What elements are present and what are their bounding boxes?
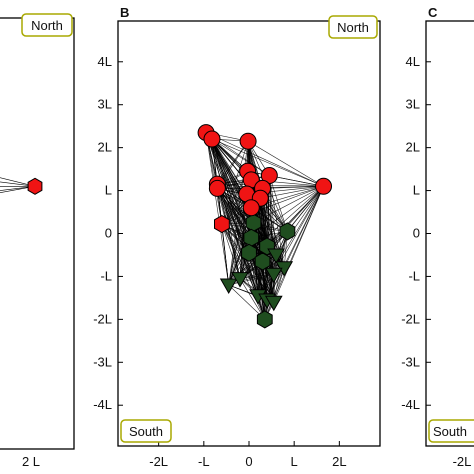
panel-b-edge [239,273,274,279]
panel-b-edge [257,186,324,296]
north-circle-point [208,179,226,197]
panel-c-south-label-box [428,419,474,443]
north-circle-point [315,177,333,195]
panel-b-y-tick-label: 0 [105,226,112,241]
panel-c-y-tick-label: 3L [406,97,420,112]
panel-c-y-tick-label: -2L [401,311,420,326]
panel-b-y-tick-label: -3L [93,354,112,369]
panel-c-y-ticks: 4L 3L 2L L 0 -L -2L -3L -4L [401,54,431,412]
panel-b-edge [228,273,274,286]
south-hexagon-point [256,310,273,329]
panel-b-y-tick-label: L [105,183,112,198]
panel-b-edge [247,140,324,187]
north-circle-point [242,199,260,217]
panel-b-edge [217,141,249,185]
panel-b-edge [211,138,324,187]
panel-b-y-tick-label: -4L [93,397,112,412]
panel-b-edge [211,138,270,176]
north-circle-point [203,130,221,148]
south-hexagon-point [245,213,262,232]
panel-a-north-label-box [21,13,73,37]
panel-b-edge [269,175,288,232]
panel-b-edge [239,278,266,320]
south-hexagon-point [241,243,257,262]
panel-b-edge [221,185,324,225]
panel-b-edge [217,183,324,187]
panel-c-y-tick-label: 4L [406,54,420,69]
panel-a-north-label: North [31,18,63,33]
panel-c-south-label: South [433,424,467,439]
panel-c-y-tick-label: 0 [413,226,420,241]
south-hexagon-point [279,222,296,241]
panel-b-edge [269,175,324,187]
panel-b-edge [221,223,259,296]
panel-b-north-label-box [328,15,378,39]
panel-b-points [197,124,333,329]
panel-c-y-tick-label: 2L [406,140,420,155]
panel-b-x-ticks: -2L -L 0 L 2L [149,441,347,469]
panel-b-y-tick-label: 3L [98,97,112,112]
south-hexagon-point [243,228,260,247]
south-triangle-down-point [219,278,238,295]
panel-c-letter: C [428,5,438,20]
panel-b-south-label-box [120,419,172,443]
panel-b-y-tick-label: -L [100,268,112,283]
panel-c-y-tick-label: -3L [401,354,420,369]
panel-b-letter: B [120,5,129,20]
panel-b: B -2L -L 0 L 2L 4L 3L 2L L 0 -L -2L -3L -4L North So… [93,5,381,469]
panel-b-y-tick-label: 2L [98,140,112,155]
panel-b-north-label: North [337,20,369,35]
panel-a-north-hexagon-point [27,177,43,195]
panel-b-edge [262,185,324,189]
panel-c: C 4L 3L 2L L 0 -L -2L -3L -4L South -2L [401,5,474,469]
panel-b-edge [228,284,266,320]
panel-b-edge [253,186,324,224]
panel-c-x-tick-label: -2L [453,454,472,469]
south-hexagon-point [254,252,271,271]
panel-b-x-tick-label: -L [198,454,210,469]
panel-b-edge [221,224,229,286]
panel-b-edge [248,252,266,320]
panel-a-frame [0,17,75,450]
south-triangle-down-point [231,272,249,288]
panel-b-south-label: South [129,424,163,439]
panel-b-y-tick-label: -2L [93,311,112,326]
panel-b-edge [266,186,324,301]
panel-b-edge [260,185,324,199]
panel-c-frame [425,20,474,447]
panel-b-x-tick-label: L [291,454,298,469]
north-hexagon-point [214,215,230,234]
panel-b-y-tick-label: 4L [98,54,112,69]
panel-b-x-tick-label: 0 [245,454,252,469]
panel-c-y-tick-label: -L [408,268,420,283]
south-triangle-down-point [264,295,283,312]
panel-b-edge [221,223,241,279]
south-triangle-down-point [267,248,285,265]
panel-a-x-tick-label: 2 L [22,454,40,469]
panel-b-x-tick-label: 2L [332,454,346,469]
panel-a: North 2 L [0,13,75,469]
panel-b-x-tick-label: -2L [149,454,168,469]
panel-b-edge [251,186,324,239]
panel-b-edge [205,132,229,286]
panel-c-y-tick-label: -4L [401,397,420,412]
panel-b-edge [205,132,324,187]
south-triangle-down-point [264,267,283,284]
panel-c-y-tick-label: L [413,183,420,198]
panel-b-y-ticks: 4L 3L 2L L 0 -L -2L -3L -4L [93,54,123,412]
north-circle-point [239,132,257,150]
